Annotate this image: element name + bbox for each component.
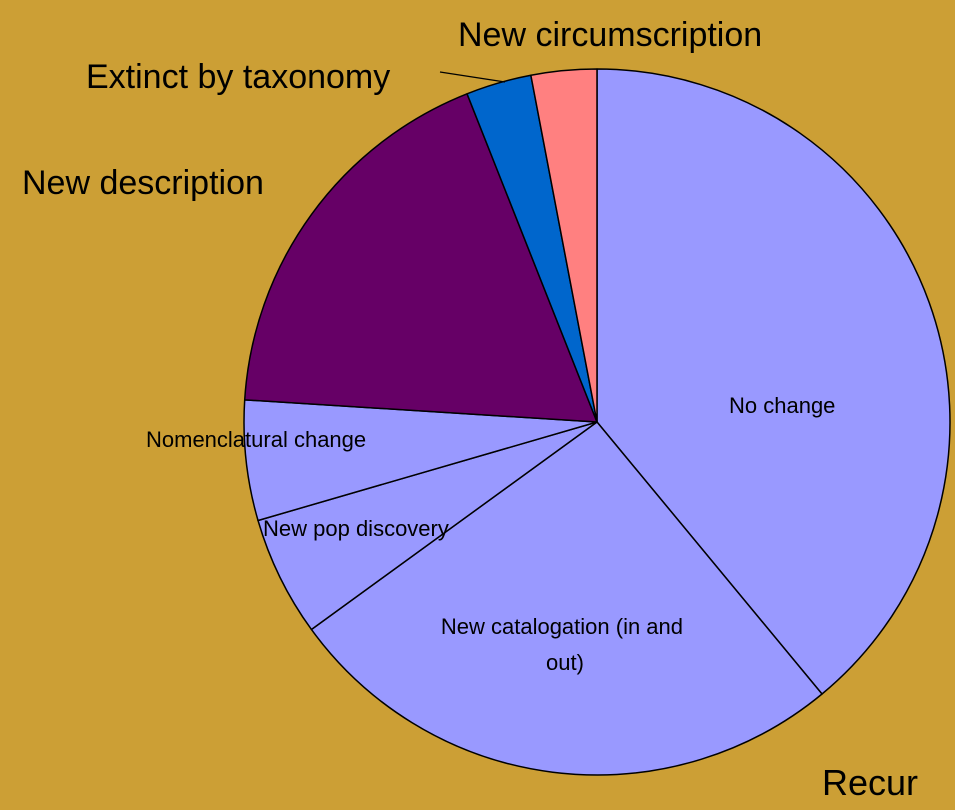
- leader-line-extinct-by-taxonomy: [439, 71, 506, 83]
- label-nomenclatural-change: Nomenclatural change: [146, 427, 366, 452]
- label-extinct-by-taxonomy: Extinct by taxonomy: [86, 58, 390, 96]
- label-new-catalogation-line2: out): [546, 650, 584, 675]
- label-new-pop-discovery: New pop discovery: [263, 516, 449, 541]
- label-new-description: New description: [22, 164, 264, 202]
- slice-new-circumscription: [530, 68, 598, 423]
- label-new-circumscription: New circumscription: [458, 16, 762, 54]
- pie-slices: [243, 68, 951, 776]
- label-new-catalogation: New catalogation (in and out): [441, 614, 689, 675]
- slice-no-change: [596, 68, 951, 695]
- label-new-catalogation-line1: New catalogation (in and: [441, 614, 683, 639]
- trailing-text: Recur: [822, 762, 919, 803]
- slice-new-catalogation-in-and-out: [310, 421, 823, 776]
- label-no-change: No change: [729, 393, 835, 418]
- slice-new-description: [243, 93, 598, 423]
